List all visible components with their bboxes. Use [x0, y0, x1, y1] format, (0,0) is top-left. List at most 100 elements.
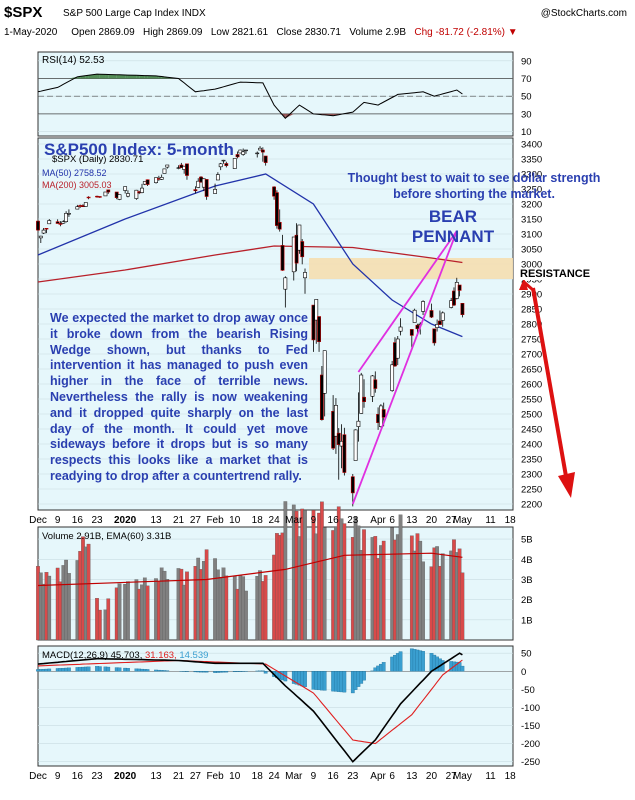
volume-tick-label: 3B — [521, 575, 533, 586]
price-x-tick-label: Dec — [29, 515, 47, 526]
candle-body — [300, 241, 305, 258]
macd-x-tick-label: 9 — [55, 771, 61, 782]
price-tick-label: 3200 — [521, 200, 542, 211]
macd-histogram-bar — [204, 671, 209, 673]
ma200-line — [37, 245, 463, 283]
macd-legend-signal: 31.163, — [145, 650, 179, 661]
header-close: Close 2830.71 — [276, 27, 341, 38]
macd-histogram-bar — [67, 667, 71, 672]
price-tick-label: 2850 — [521, 305, 542, 316]
volume-bar — [244, 590, 248, 641]
volume-bar — [322, 527, 327, 641]
ticker-description: S&P 500 Large Cap Index INDX — [63, 8, 206, 19]
commentary-text: We expected the market to drop away once… — [50, 311, 308, 483]
candle-body — [297, 224, 302, 251]
candle-body — [353, 429, 358, 461]
macd-legend: MACD(12,26,9) 45.703, 31.163, 14.539 — [42, 650, 208, 661]
candle-body — [258, 147, 262, 151]
macd-line — [37, 652, 463, 763]
rsi-frame — [37, 51, 514, 137]
price-tick-label: 2300 — [521, 470, 542, 481]
chart-header: $SPX S&P 500 Large Cap Index INDX @Stock… — [0, 0, 635, 44]
price-x-tick-label: 18 — [505, 515, 517, 526]
price-x-tick-label: 9 — [55, 515, 61, 526]
volume-bar — [145, 585, 150, 641]
candle-body — [117, 194, 122, 200]
rsi-overbought-fill — [119, 74, 126, 79]
volume-panel: 5B 4B 3B 2B 1B Volume 2.91B, EMA(60) 3.31B — [36, 501, 533, 641]
ma200-legend: MA(200) 3005.03 — [42, 180, 112, 190]
volume-bar — [381, 540, 386, 641]
candle-body — [185, 163, 189, 176]
header-high: High 2869.09 — [143, 27, 203, 38]
candle-body — [272, 186, 276, 197]
price-tick-label: 2900 — [521, 290, 542, 301]
price-x-tick-label: 16 — [72, 515, 84, 526]
volume-tick-label: 5B — [521, 535, 533, 546]
header-volume: Volume 2.9B — [349, 27, 407, 38]
rsi-overbought-fill — [108, 74, 117, 79]
price-tick-label: 3400 — [521, 140, 542, 151]
volume-bar — [126, 581, 130, 641]
dollar-note: Thought best to wait to see dollar stren… — [347, 171, 601, 201]
rsi-overbought-fill — [139, 75, 142, 79]
price-x-tick-label: 20 — [426, 515, 438, 526]
rsi-tick-label: 30 — [521, 109, 532, 120]
projection-arrow — [531, 287, 569, 483]
candle-body — [58, 223, 63, 225]
price-tick-label: 2450 — [521, 425, 542, 436]
candle-body — [196, 180, 201, 188]
macd-histogram-bar — [303, 671, 307, 688]
candle-body — [334, 404, 338, 437]
price-legend: $SPX (Daily) 2830.71 — [52, 154, 143, 165]
macd-tick-label: 0 — [521, 667, 526, 678]
macd-x-tick-label: 10 — [229, 771, 241, 782]
macd-histogram-bar — [145, 669, 150, 672]
macd-x-tick-label: 27 — [446, 771, 458, 782]
rsi-overbought-fill — [136, 75, 140, 79]
rsi-tick-label: 50 — [521, 92, 532, 103]
candle-body — [165, 164, 170, 168]
candle-body — [432, 328, 437, 344]
rsi-overbought-fill — [127, 75, 137, 79]
candle-body — [398, 326, 403, 332]
rsi-overbought-fill — [85, 75, 89, 79]
macd-x-tick-label: Mar — [285, 771, 303, 782]
rsi-overbought-fill — [147, 75, 157, 79]
price-tick-label: 2800 — [521, 320, 542, 331]
volume-bar — [204, 549, 209, 641]
ma50-legend: MA(50) 2758.52 — [42, 168, 107, 178]
candle-body — [204, 179, 209, 197]
macd-histogram-bar — [263, 671, 268, 674]
stockcharts-brand[interactable]: @StockCharts.com — [540, 8, 627, 19]
candle-body — [55, 221, 60, 224]
macd-x-tick-label: 13 — [150, 771, 162, 782]
candle-body — [140, 187, 144, 193]
candle-body — [303, 272, 307, 279]
price-x-tick-label: 21 — [173, 515, 185, 526]
volume-bar — [47, 575, 52, 641]
candle-body — [263, 155, 268, 163]
candle-body — [421, 301, 425, 312]
macd-x-tick-label: 16 — [72, 771, 84, 782]
macd-tick-label: -200 — [521, 739, 540, 750]
macd-x-tick-label: 16 — [328, 771, 340, 782]
pennant-line — [351, 230, 458, 505]
candle-body — [103, 191, 108, 197]
price-x-tick-label: 23 — [347, 515, 359, 526]
macd-histogram-bar — [261, 670, 265, 672]
macd-tick-label: -100 — [521, 703, 540, 714]
macd-histogram-bar — [224, 671, 229, 673]
price-x-tick-label: 16 — [328, 515, 340, 526]
price-x-tick-label: Apr — [370, 515, 386, 526]
rsi-overbought-fill — [144, 75, 148, 79]
price-tick-label: 2700 — [521, 350, 542, 361]
price-tick-label: 2350 — [521, 455, 542, 466]
candle-body — [36, 220, 40, 231]
macd-x-tick-label: 18 — [252, 771, 264, 782]
price-x-tick-label: 13 — [406, 515, 418, 526]
candle-body — [126, 193, 130, 197]
volume-tick-label: 1B — [521, 615, 533, 626]
price-x-tick-label: May — [453, 515, 472, 526]
